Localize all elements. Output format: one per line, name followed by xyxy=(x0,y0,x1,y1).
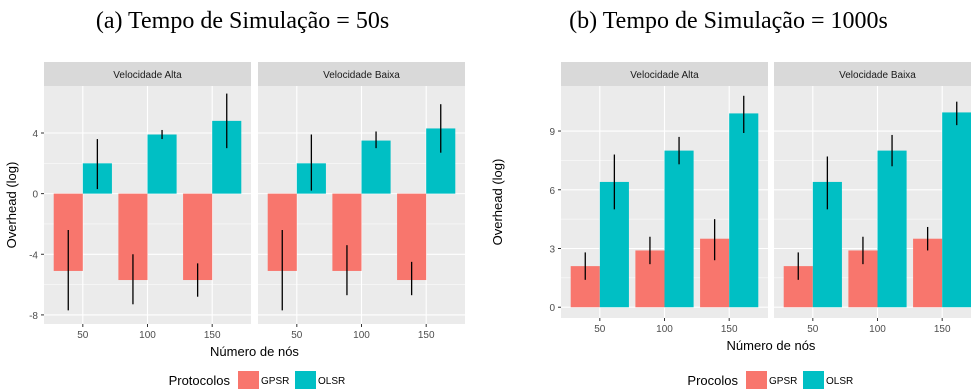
chart-b-x-tick-label: 100 xyxy=(656,324,673,335)
chart-a-y-tick-label: -8 xyxy=(29,311,38,322)
chart-a-x-axis-title: Número de nós xyxy=(210,344,299,359)
chart-b-x-tick-label: 150 xyxy=(721,324,738,335)
chart-a-legend-key-olsr xyxy=(295,371,316,389)
chart-b-y-tick-label: 3 xyxy=(549,244,555,255)
chart-b-legend-key-olsr xyxy=(803,371,824,389)
chart-a-strip-1 xyxy=(258,62,465,86)
chart-b-x-tick-label: 150 xyxy=(934,324,951,335)
figure-a: (a) Tempo de Simulação = 50s Overhead (l… xyxy=(0,0,485,390)
chart-a-y-tick-label: -4 xyxy=(29,250,38,261)
chart-b-strip-label-0: Velocidade Alta xyxy=(630,70,699,81)
chart-a-strip-label-1: Velocidade Baixa xyxy=(323,70,400,81)
chart-b-x-tick-label: 50 xyxy=(807,324,819,335)
chart-b-svg: Overhead (log) 0 3 6 9 Velocidade Alta 50 100 15… xyxy=(490,62,971,389)
chart-a-legend-label-gpsr: GPSR xyxy=(261,376,289,387)
chart-b-y-tick-label: 9 xyxy=(549,127,555,138)
chart-b-bar-olsr-150 xyxy=(729,113,759,308)
chart-a-svg: Overhead (log) -8 -4 0 4 Velocidade Alta 50 100… xyxy=(4,62,465,389)
chart-b-strip-label-1: Velocidade Baixa xyxy=(839,70,916,81)
chart-a-x-tick-label: 50 xyxy=(77,330,89,341)
chart-b-y-axis-title: Overhead (log) xyxy=(490,159,505,246)
chart-b-strip-0 xyxy=(561,62,768,86)
chart-b-x-tick-label: 100 xyxy=(869,324,886,335)
chart-a-strip-0 xyxy=(44,62,251,86)
chart-a-x-tick-label: 150 xyxy=(204,330,221,341)
chart-b-x-axis-title: Número de nós xyxy=(727,338,816,353)
chart-a-strip-label-0: Velocidade Alta xyxy=(113,70,182,81)
chart-a-x-tick-label: 50 xyxy=(291,330,303,341)
chart-b-bar-olsr-150 xyxy=(942,112,971,308)
chart-a-bar-olsr-100 xyxy=(147,134,177,194)
chart-b-legend-label-olsr: OLSR xyxy=(826,376,853,387)
chart-b-legend-title: Procolos xyxy=(687,373,738,388)
chart-b-bar-olsr-100 xyxy=(664,150,694,308)
chart-a-x-tick-label: 150 xyxy=(418,330,435,341)
chart-a-legend-title: Protocolos xyxy=(169,373,231,388)
chart-b-bar-olsr-100 xyxy=(877,150,907,308)
chart-b-y-tick-label: 0 xyxy=(549,303,555,314)
chart-b-x-tick-label: 50 xyxy=(594,324,606,335)
chart-a-legend-key-gpsr xyxy=(238,371,259,389)
chart-a-y-axis-title: Overhead (log) xyxy=(4,162,19,249)
chart-b-strip-1 xyxy=(774,62,971,86)
chart-a-y-tick-label: 0 xyxy=(32,190,38,201)
figure-b: (b) Tempo de Simulação = 1000s Overhead … xyxy=(486,0,971,390)
chart-b-y-tick-label: 6 xyxy=(549,186,555,197)
figure-a-title: (a) Tempo de Simulação = 50s xyxy=(95,8,390,34)
chart-b-legend-label-gpsr: GPSR xyxy=(769,376,797,387)
chart-a-legend-label-olsr: OLSR xyxy=(318,376,345,387)
chart-a-x-tick-label: 100 xyxy=(139,330,156,341)
chart-a-x-tick-label: 100 xyxy=(353,330,370,341)
chart-a-bar-olsr-100 xyxy=(361,140,391,194)
chart-b-legend-key-gpsr xyxy=(746,371,767,389)
figure-b-title: (b) Tempo de Simulação = 1000s xyxy=(569,8,888,34)
chart-a-y-tick-label: 4 xyxy=(32,129,38,140)
